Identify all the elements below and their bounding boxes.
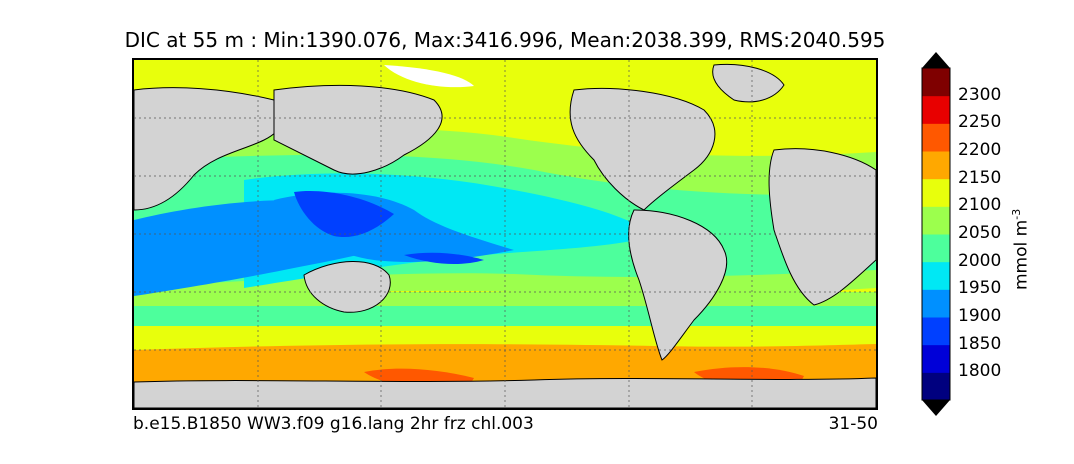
map-plot	[132, 58, 878, 410]
colorbar-segment	[922, 344, 950, 373]
colorbar-tick-label: 2150	[958, 167, 1002, 188]
colorbar-tick-label: 2300	[958, 84, 1002, 105]
map-svg	[134, 60, 876, 408]
graticule	[134, 60, 876, 408]
equatorial-patch	[404, 252, 484, 265]
land-antarctica	[134, 377, 876, 408]
colorbar-tick-label: 1900	[958, 306, 1002, 326]
colorbar-extend-max	[922, 52, 950, 68]
units-exponent: -3	[1010, 208, 1023, 220]
colorbar-tick-label: 1800	[958, 361, 1002, 382]
colorbar-outline	[921, 67, 951, 401]
colorbar-extend-min	[922, 400, 950, 416]
land-south-america	[628, 209, 728, 361]
colorbar-tick-label: 1950	[958, 278, 1002, 299]
colorbar-tick-label: 2250	[958, 112, 1002, 133]
land-africa	[768, 148, 876, 306]
warmpool-core	[294, 190, 394, 238]
colorbar-segment	[922, 178, 950, 207]
colorbar-tick-label: 2200	[958, 140, 1002, 160]
units-text: mmol m	[1011, 219, 1032, 290]
colorbar-segment	[922, 206, 950, 235]
land-eurasia-west	[134, 87, 286, 211]
colorbar-units: mmol m-3	[1010, 209, 1032, 290]
colorbar-segment	[922, 234, 950, 263]
colorbar-segment	[922, 68, 950, 97]
colorbar-segment	[922, 95, 950, 124]
map-title: DIC at 55 m : Min:1390.076, Max:3416.996…	[124, 28, 886, 52]
colorbar-tick-label: 2000	[958, 250, 1002, 271]
colorbar-tick-label: 2100	[958, 195, 1002, 216]
years-caption: 31-50	[828, 414, 878, 434]
colorbar-segment	[922, 261, 950, 290]
sea-ice	[384, 65, 474, 88]
colorbar-tick-label: 1850	[958, 333, 1002, 354]
colorbar-segment	[922, 289, 950, 318]
land-asia	[273, 84, 443, 175]
land-greenland	[712, 63, 785, 103]
colorbar-segment	[922, 317, 950, 346]
land-north-america	[569, 87, 716, 211]
colorbar-segment	[922, 123, 950, 152]
colorbar-tick-label: 2050	[958, 223, 1002, 243]
colorbar	[921, 52, 951, 416]
colorbar-segment	[922, 372, 950, 401]
colorbar-segment	[922, 151, 950, 180]
run-name-caption: b.e15.B1850 WW3.f09 g16.lang 2hr frz chl…	[133, 414, 534, 434]
land-australia	[303, 261, 391, 313]
